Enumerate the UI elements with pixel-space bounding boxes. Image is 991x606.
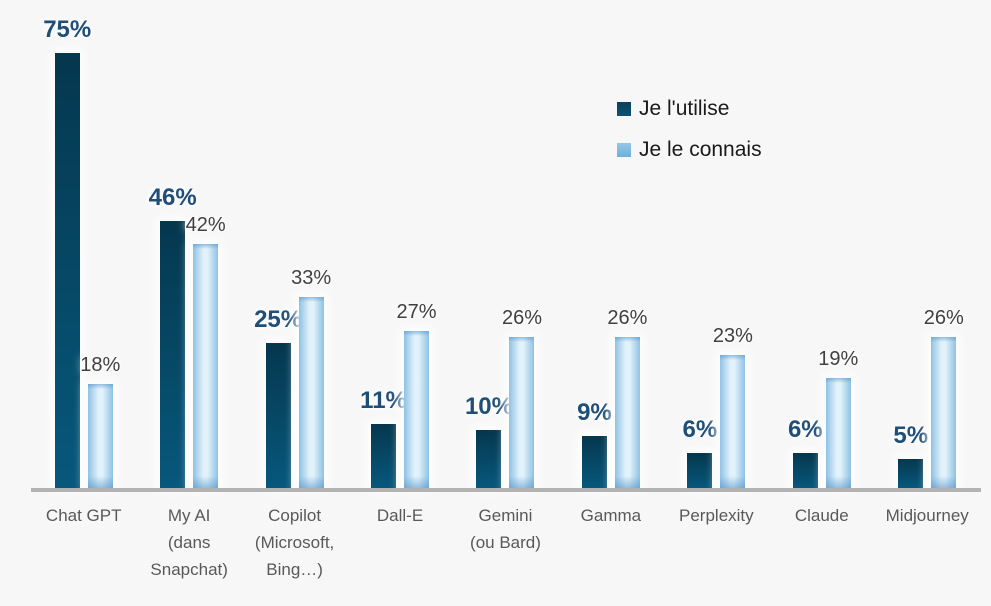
- legend-label-utilise: Je l'utilise: [639, 97, 730, 120]
- value-label-connais: 26%: [923, 307, 964, 330]
- bar-connais: [509, 337, 535, 488]
- bar-group: 6% 23%: [664, 0, 769, 488]
- bar-group: 46% 42%: [136, 0, 241, 488]
- value-label-utilise: 9%: [577, 398, 612, 426]
- x-label: Gamma: [580, 506, 642, 525]
- value-label-utilise: 10%: [464, 393, 513, 420]
- bar-wrap-utilise: 6%: [788, 416, 823, 488]
- bar-group: 11% 27%: [347, 0, 452, 488]
- bar-connais: [87, 383, 113, 488]
- value-label-utilise: 5%: [893, 422, 929, 449]
- value-label-utilise: 25%: [254, 306, 303, 333]
- bar-wrap-utilise: 75%: [43, 16, 91, 488]
- bar-group: 5% 26%: [875, 0, 980, 488]
- legend: Je l'utilise Je le connais: [617, 97, 762, 179]
- bar-utilise: [265, 343, 291, 488]
- x-label: Copilot (Microsoft, Bing…): [254, 506, 335, 579]
- value-label-connais: 42%: [185, 214, 226, 237]
- bar-utilise: [371, 424, 397, 488]
- bar-wrap-connais: 26%: [924, 307, 964, 488]
- x-axis-line: [31, 488, 981, 492]
- bar-wrap-connais: 18%: [80, 354, 120, 488]
- bar-connais: [193, 244, 219, 488]
- bar-group: 9% 26%: [558, 0, 663, 488]
- value-label-connais: 18%: [80, 353, 121, 376]
- bar-utilise: [160, 221, 186, 488]
- bar-group: 6% 19%: [769, 0, 874, 488]
- value-label-utilise: 6%: [787, 416, 823, 444]
- bar-utilise: [792, 453, 818, 488]
- bar-wrap-utilise: 11%: [360, 387, 407, 488]
- legend-swatch-dark-icon: [617, 102, 631, 116]
- bar-wrap-utilise: 9%: [577, 399, 612, 488]
- bar-group: 75% 18%: [31, 0, 136, 488]
- x-label: Chat GPT: [45, 506, 122, 525]
- bar-connais: [404, 331, 430, 488]
- bar-utilise: [476, 430, 502, 488]
- x-label: Gemini (ou Bard): [470, 506, 541, 552]
- bar-wrap-connais: 27%: [397, 301, 437, 488]
- bar-wrap-connais: 26%: [502, 307, 542, 488]
- bar-utilise: [898, 459, 924, 488]
- x-label: Claude: [794, 506, 849, 525]
- bar-connais: [825, 377, 851, 488]
- bar-wrap-connais: 33%: [291, 267, 331, 488]
- value-label-connais: 26%: [607, 307, 648, 330]
- value-label-connais: 19%: [818, 347, 859, 370]
- bar-connais: [614, 337, 640, 488]
- x-label: Midjourney: [885, 506, 969, 525]
- value-label-connais: 27%: [396, 301, 437, 324]
- bar-wrap-utilise: 6%: [683, 416, 717, 488]
- bar-wrap-connais: 19%: [818, 348, 858, 488]
- x-label: Perplexity: [679, 506, 754, 525]
- bar-wrap-connais: 42%: [186, 214, 226, 488]
- legend-item-connais: Je le connais: [617, 138, 762, 162]
- bar-group: 25% 33%: [242, 0, 347, 488]
- legend-label-connais: Je le connais: [639, 138, 762, 161]
- bar-utilise: [54, 53, 80, 488]
- value-label-utilise: 46%: [148, 184, 197, 212]
- bar-wrap-utilise: 10%: [465, 393, 513, 488]
- bar-connais: [298, 296, 324, 488]
- bar-wrap-utilise: 5%: [893, 422, 928, 488]
- plot-area: 75% 18% 46% 42% 25% 33% 11% 27% 10% 26% 9% 26% 6% 23%…: [31, 0, 980, 488]
- value-label-connais: 23%: [712, 324, 753, 347]
- bar-connais: [720, 354, 746, 488]
- legend-swatch-light-icon: [617, 143, 631, 157]
- bar-utilise: [687, 453, 713, 488]
- value-label-connais: 26%: [501, 307, 542, 330]
- value-label-utilise: 6%: [682, 416, 718, 444]
- bar-connais: [931, 337, 957, 488]
- x-label: My AI (dans Snapchat): [150, 506, 228, 579]
- bar-wrap-utilise: 46%: [149, 184, 197, 488]
- x-axis-labels: Chat GPT My AI (dans Snapchat) Copilot (Micro…: [31, 502, 980, 583]
- value-label-utilise: 11%: [360, 387, 407, 415]
- x-label: Dall-E: [376, 506, 424, 525]
- bar-utilise: [581, 435, 607, 488]
- bar-group: 10% 26%: [453, 0, 558, 488]
- bar-wrap-connais: 26%: [607, 307, 647, 488]
- bar-wrap-connais: 23%: [713, 325, 753, 488]
- value-label-utilise: 75%: [43, 16, 92, 43]
- legend-item-utilise: Je l'utilise: [617, 97, 762, 121]
- bar-wrap-utilise: 25%: [254, 306, 302, 488]
- value-label-connais: 33%: [291, 266, 332, 289]
